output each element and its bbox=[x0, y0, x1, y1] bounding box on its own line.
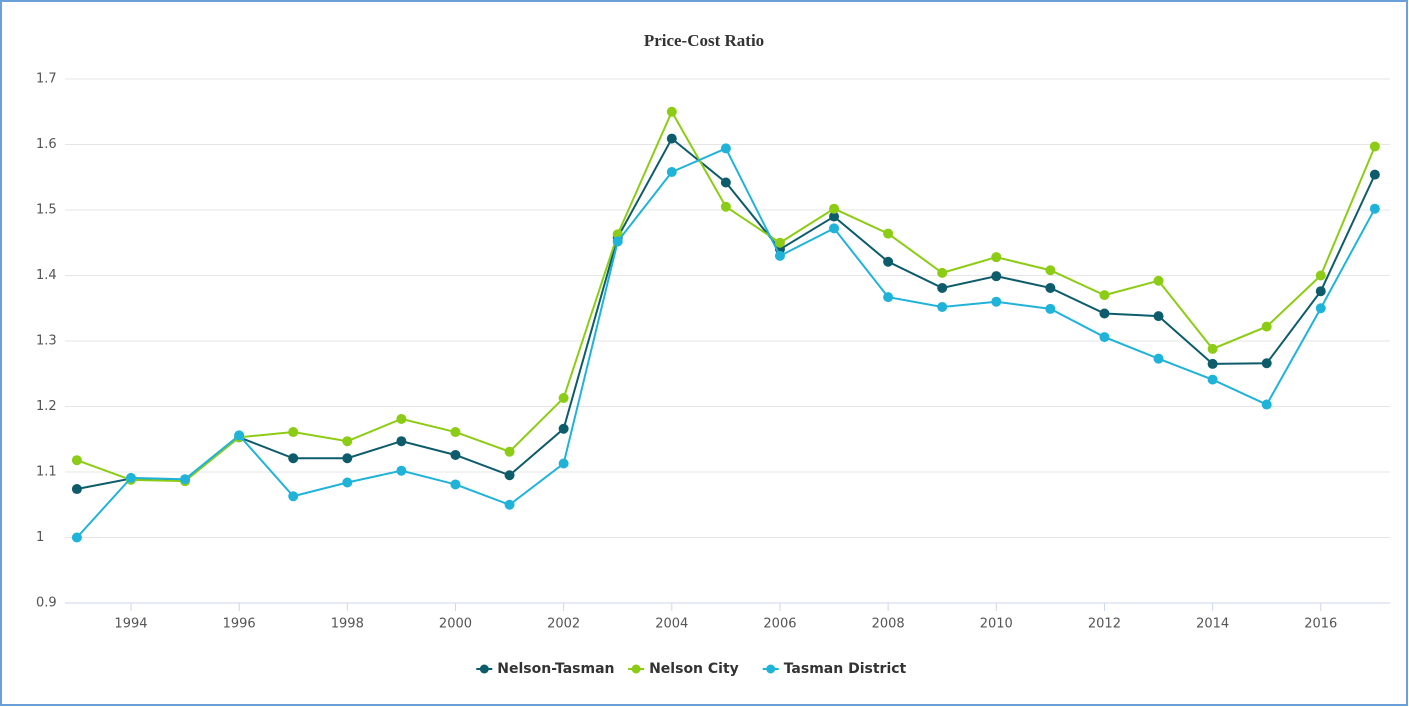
data-point bbox=[1369, 169, 1380, 180]
data-point bbox=[504, 470, 515, 481]
data-point bbox=[342, 436, 353, 447]
data-point bbox=[450, 449, 461, 460]
data-point bbox=[720, 177, 731, 188]
data-point bbox=[1261, 399, 1272, 410]
data-point bbox=[991, 252, 1002, 263]
data-point bbox=[1153, 353, 1164, 364]
data-point bbox=[396, 413, 407, 424]
data-point bbox=[937, 282, 948, 293]
data-point bbox=[829, 223, 840, 234]
x-tick-label: 2002 bbox=[547, 617, 580, 632]
y-tick-label: 1 bbox=[36, 530, 44, 545]
data-point bbox=[774, 237, 785, 248]
data-point bbox=[612, 236, 623, 247]
data-point bbox=[1099, 308, 1110, 319]
data-point bbox=[1153, 275, 1164, 286]
data-point bbox=[1207, 343, 1218, 354]
data-point bbox=[1207, 374, 1218, 385]
data-point bbox=[288, 427, 299, 438]
data-point bbox=[666, 133, 677, 144]
data-point bbox=[991, 296, 1002, 307]
data-point bbox=[342, 453, 353, 464]
legend-marker bbox=[479, 664, 489, 674]
data-point bbox=[396, 436, 407, 447]
x-tick-label: 2008 bbox=[872, 617, 905, 632]
data-point bbox=[71, 484, 82, 495]
data-point bbox=[666, 167, 677, 178]
data-point bbox=[180, 474, 191, 485]
data-point bbox=[666, 106, 677, 117]
data-point bbox=[774, 250, 785, 261]
y-tick-label: 1.3 bbox=[36, 334, 57, 349]
x-tick-label: 1996 bbox=[223, 617, 256, 632]
data-point bbox=[71, 455, 82, 466]
x-tick-label: 2010 bbox=[980, 617, 1013, 632]
legend-label: Nelson-Tasman bbox=[497, 661, 614, 677]
data-point bbox=[342, 477, 353, 488]
data-point bbox=[1207, 358, 1218, 369]
data-point bbox=[829, 203, 840, 214]
data-point bbox=[450, 427, 461, 438]
y-tick-label: 1.2 bbox=[36, 399, 57, 414]
legend-label: Nelson City bbox=[649, 661, 739, 677]
data-point bbox=[450, 479, 461, 490]
data-point bbox=[396, 465, 407, 476]
data-point bbox=[1099, 290, 1110, 301]
data-point bbox=[1045, 265, 1056, 276]
data-point bbox=[288, 491, 299, 502]
x-tick-label: 2014 bbox=[1196, 617, 1229, 632]
data-point bbox=[883, 292, 894, 303]
x-tick-label: 2012 bbox=[1088, 617, 1121, 632]
data-point bbox=[558, 458, 569, 469]
chart-title: Price-Cost Ratio bbox=[644, 31, 764, 50]
data-point bbox=[1099, 332, 1110, 343]
data-point bbox=[937, 267, 948, 278]
data-point bbox=[720, 201, 731, 212]
x-tick-label: 2016 bbox=[1304, 617, 1337, 632]
data-point bbox=[1045, 303, 1056, 314]
y-tick-label: 1.1 bbox=[36, 465, 57, 480]
data-point bbox=[1315, 270, 1326, 281]
data-point bbox=[829, 211, 840, 222]
y-tick-label: 1.6 bbox=[36, 137, 57, 152]
x-tick-label: 2004 bbox=[655, 617, 688, 632]
y-tick-label: 1.5 bbox=[36, 203, 57, 218]
legend-marker bbox=[631, 664, 641, 674]
data-point bbox=[937, 301, 948, 312]
data-point bbox=[1261, 321, 1272, 332]
data-point bbox=[234, 430, 245, 441]
data-point bbox=[1045, 282, 1056, 293]
data-point bbox=[71, 532, 82, 543]
data-point bbox=[991, 271, 1002, 282]
data-point bbox=[883, 256, 894, 267]
y-tick-label: 0.9 bbox=[36, 596, 57, 611]
y-tick-label: 1.7 bbox=[36, 72, 57, 87]
data-point bbox=[1369, 141, 1380, 152]
data-point bbox=[1153, 311, 1164, 322]
x-tick-label: 2006 bbox=[763, 617, 796, 632]
data-point bbox=[1315, 303, 1326, 314]
data-point bbox=[720, 143, 731, 154]
data-point bbox=[125, 472, 136, 483]
data-point bbox=[504, 499, 515, 510]
data-point bbox=[504, 446, 515, 457]
data-point bbox=[1261, 358, 1272, 369]
data-point bbox=[288, 453, 299, 464]
x-tick-label: 2000 bbox=[439, 617, 472, 632]
x-tick-label: 1994 bbox=[114, 617, 147, 632]
y-tick-label: 1.4 bbox=[36, 268, 57, 283]
data-point bbox=[558, 392, 569, 403]
data-point bbox=[1369, 203, 1380, 214]
legend-marker bbox=[766, 664, 776, 674]
legend-label: Tasman District bbox=[784, 661, 907, 677]
data-point bbox=[1315, 286, 1326, 297]
data-point bbox=[558, 423, 569, 434]
data-point bbox=[883, 228, 894, 239]
x-tick-label: 1998 bbox=[331, 617, 364, 632]
